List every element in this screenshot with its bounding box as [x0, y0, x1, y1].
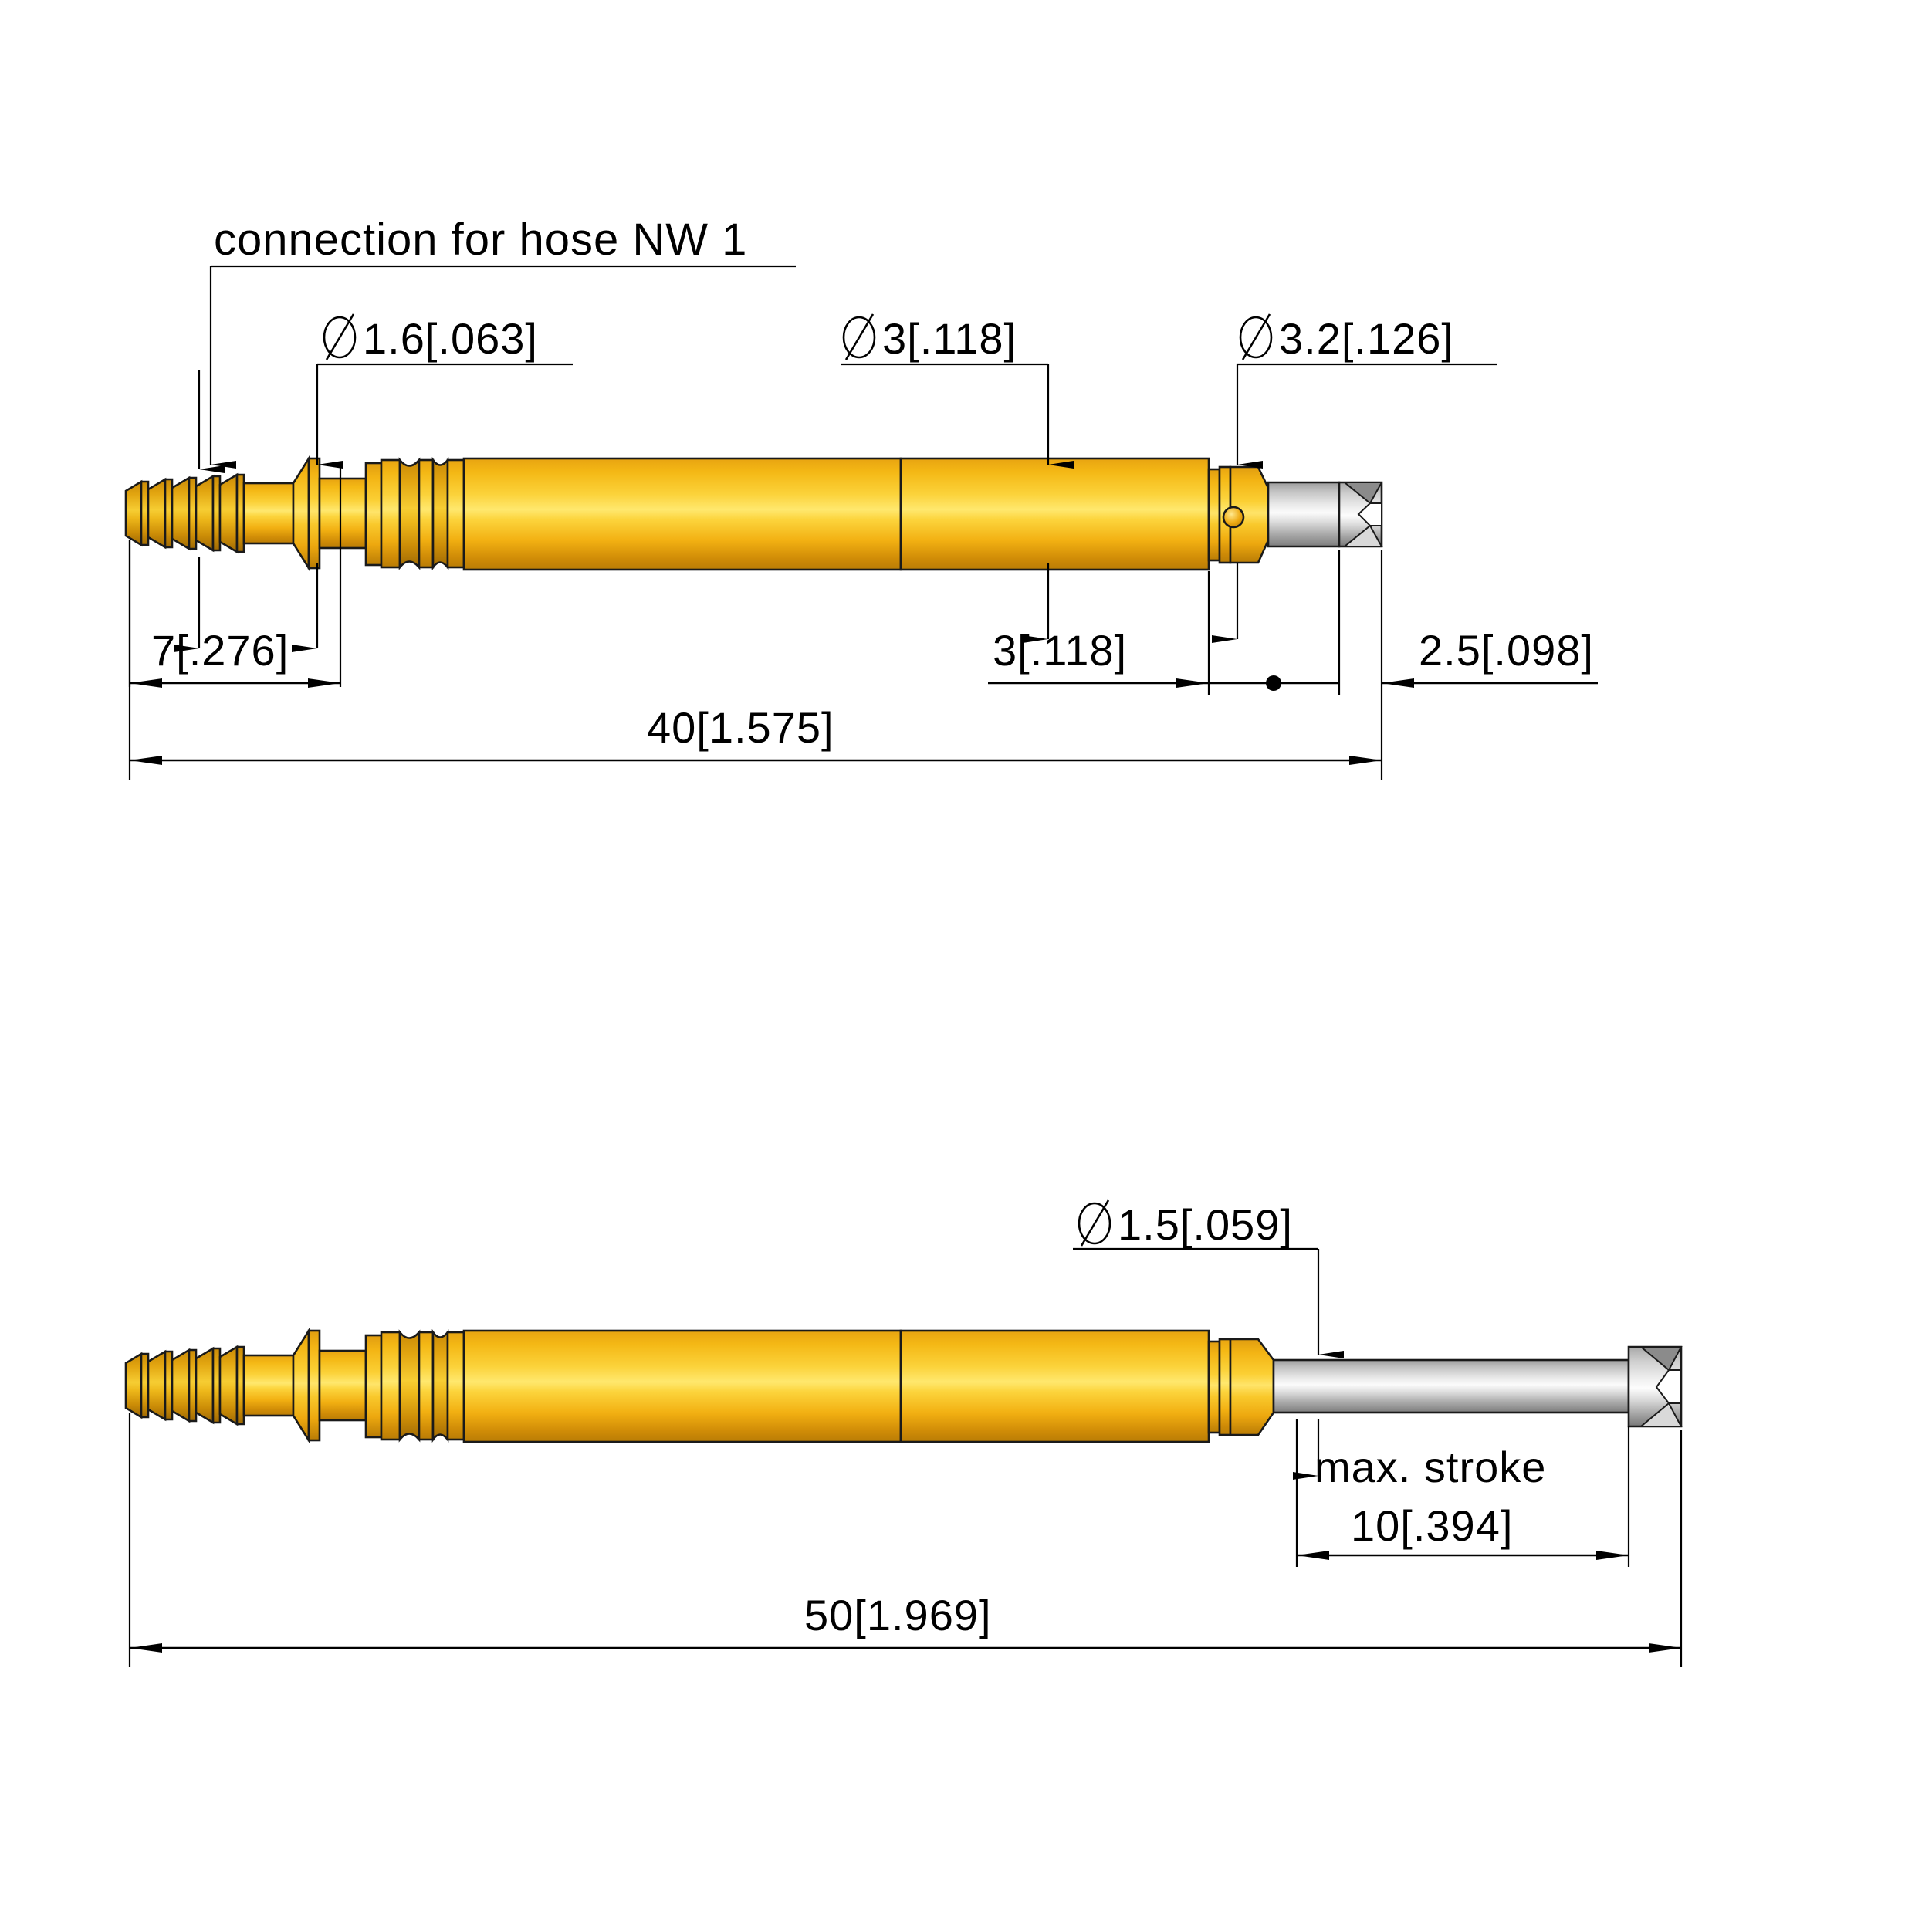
probe-barrel-section-2 [899, 457, 1210, 571]
dim-tip-length [1209, 550, 1598, 780]
flange-cone [292, 455, 321, 572]
groove-collar-2 [364, 1328, 465, 1443]
callout-leader-dia-3 [841, 363, 1074, 643]
probe-part-retracted [124, 455, 1383, 572]
dim-overall-50 [128, 1413, 1683, 1667]
dim-body-step [988, 571, 1210, 695]
hose-barb-nipple-2 [124, 1345, 295, 1426]
bottom-view-group: 1.5[.059] max. stroke 10[.394] 50[1.969] [124, 1199, 1683, 1667]
groove-collar [364, 456, 465, 571]
dim-label-dia-1-5: 1.5[.059] [1118, 1200, 1293, 1249]
crown-tip-retracted [1267, 481, 1383, 548]
probe-part-extended [124, 1327, 1683, 1444]
dim-label-body-step: 3[.118] [993, 626, 1127, 675]
note-hose-connection-label: connection for hose NW 1 [214, 215, 747, 265]
dim-label-tip-length: 2.5[.098] [1419, 626, 1594, 675]
crown-tip-extended [1627, 1345, 1683, 1428]
callout-leader-dia-1-5 [1073, 1247, 1344, 1480]
vent-hole [1222, 506, 1245, 529]
dim-label-barb-length: 7[.276] [151, 626, 289, 675]
neck-section [318, 477, 367, 550]
callout-leader-dia-3-2 [1212, 363, 1497, 643]
note-hose-connection-leader [209, 265, 796, 469]
dim-max-stroke [1295, 1419, 1630, 1567]
dim-label-max-stroke-value: 10[.394] [1351, 1501, 1513, 1550]
hose-barb-nipple [124, 472, 295, 554]
dim-overall-40 [128, 540, 1382, 780]
dim-label-overall-50: 50[1.969] [804, 1591, 992, 1639]
dia-symbol-3 [842, 313, 876, 360]
dim-label-dia-3-2: 3.2[.126] [1279, 314, 1454, 363]
dia-symbol-3-2 [1239, 313, 1273, 360]
dim-label-dia-1-6: 1.6[.063] [363, 314, 538, 363]
neck-section-2 [318, 1349, 367, 1422]
probe-barrel-section-2b [899, 1329, 1210, 1443]
dia-symbol-1-6 [323, 313, 357, 360]
dim-label-overall-40: 40[1.575] [647, 703, 834, 752]
callout-leader-dia-1-6 [316, 363, 573, 469]
probe-barrel [462, 457, 902, 571]
dim-label-max-stroke-text: max. stroke [1315, 1443, 1546, 1491]
top-view-group: connection for hose NW 1 1.6[.063] 3[.11… [124, 215, 1598, 780]
dia-symbol-1-5 [1078, 1199, 1111, 1247]
head-collar-2 [1207, 1338, 1275, 1436]
dim-label-dia-3: 3[.118] [882, 314, 1017, 363]
plunger-shaft [1272, 1358, 1630, 1414]
flange-cone-2 [292, 1327, 321, 1444]
probe-barrel-2 [462, 1329, 902, 1443]
